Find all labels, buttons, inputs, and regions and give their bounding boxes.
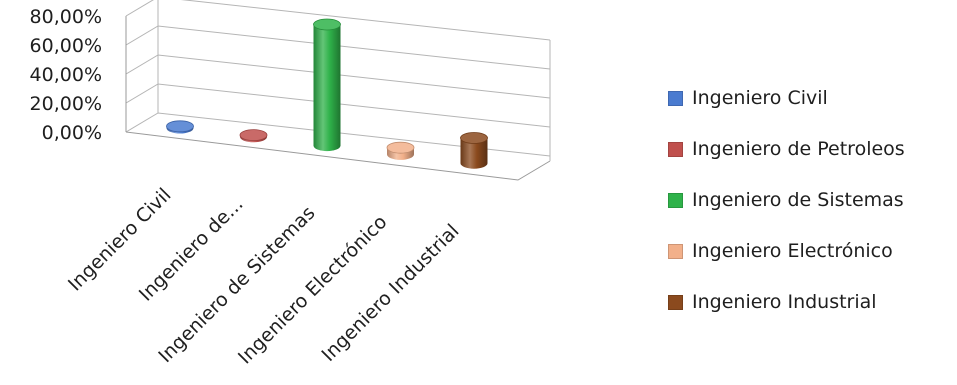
legend-label: Ingeniero de Petroleos <box>692 138 905 160</box>
legend-item: Ingeniero Industrial <box>668 290 905 314</box>
legend-item: Ingeniero Civil <box>668 86 905 110</box>
bar <box>239 129 268 143</box>
legend-label: Ingeniero Industrial <box>692 291 877 313</box>
legend-item: Ingeniero de Petroleos <box>668 137 905 161</box>
y-tick-label: 40,00% <box>30 64 102 86</box>
x-tick-label: Ingeniero Industrial <box>317 220 463 366</box>
bar <box>313 18 341 152</box>
floor-edge <box>125 131 551 181</box>
y-tick-label: 60,00% <box>30 35 102 57</box>
legend-item: Ingeniero de Sistemas <box>668 188 905 212</box>
legend-swatch <box>668 243 683 259</box>
bar <box>460 132 488 169</box>
bar <box>386 141 415 160</box>
gridline <box>125 0 551 41</box>
bar-body <box>460 137 488 169</box>
legend-swatch <box>668 141 683 157</box>
legend-swatch <box>668 294 683 310</box>
legend-swatch <box>668 90 683 106</box>
x-tick-label: Ingeniero de Sistemas <box>154 202 319 367</box>
y-tick-label: 80,00% <box>30 6 102 28</box>
legend: Ingeniero Civil Ingeniero de Petroleos Ing… <box>668 86 905 341</box>
bar <box>166 120 194 134</box>
legend-item: Ingeniero Electrónico <box>668 239 905 263</box>
bar-top <box>460 132 488 144</box>
bar-body <box>313 24 341 152</box>
bar-top <box>166 120 194 133</box>
y-tick-label: 20,00% <box>30 93 102 115</box>
legend-label: Ingeniero de Sistemas <box>692 189 904 211</box>
bar-top <box>313 18 341 31</box>
y-tick-label: 0,00% <box>42 122 102 144</box>
legend-swatch <box>668 192 683 208</box>
legend-label: Ingeniero Civil <box>692 87 828 109</box>
bar-top <box>239 129 268 142</box>
legend-label: Ingeniero Electrónico <box>692 240 893 262</box>
bar-top <box>386 141 415 154</box>
x-tick-label: Ingeniero Electrónico <box>234 211 392 369</box>
